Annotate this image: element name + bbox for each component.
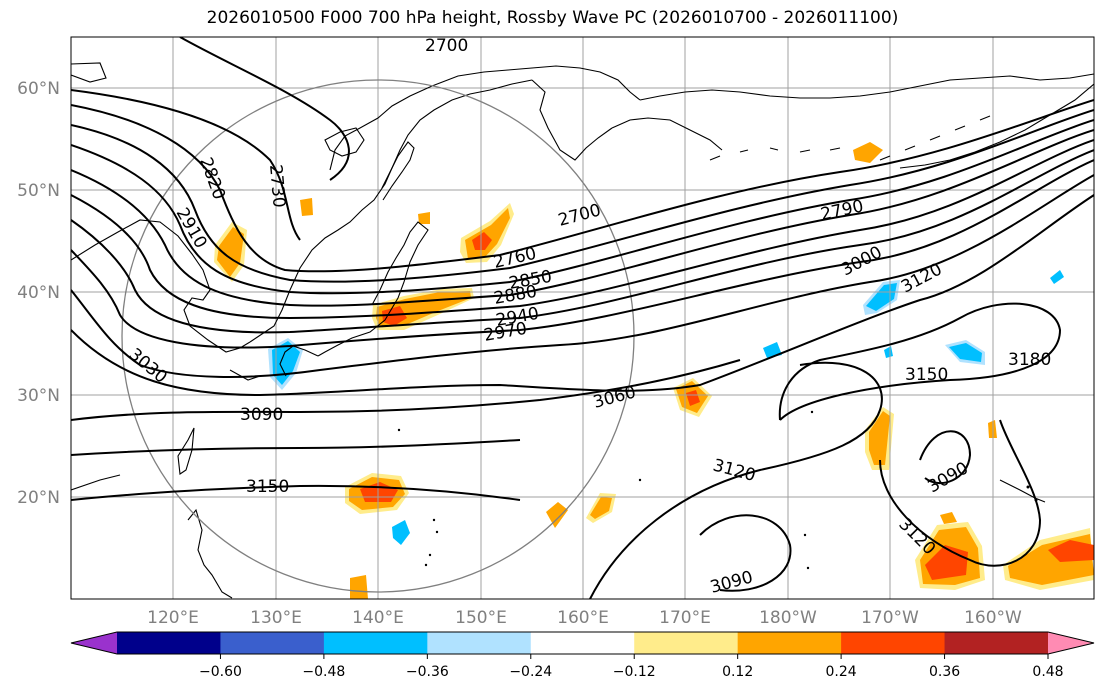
coastlines bbox=[71, 62, 1094, 599]
contour-label-3090-left: 3090 bbox=[240, 405, 283, 425]
contour-label-2700-top: 2700 bbox=[425, 36, 468, 56]
lon-label-160e: 160°E bbox=[557, 608, 609, 628]
colorbar-outline bbox=[70, 631, 1095, 655]
lat-label-30n: 30°N bbox=[17, 386, 60, 406]
island-dots bbox=[397, 410, 1038, 570]
colorbar-segment bbox=[530, 632, 635, 654]
colorbar-tick-label: 0.24 bbox=[826, 664, 857, 680]
shaded-anomalies bbox=[214, 142, 1094, 599]
lat-label-40n: 40°N bbox=[17, 283, 60, 303]
lat-label-50n: 50°N bbox=[17, 181, 60, 201]
longitude-labels: 120°E 130°E 140°E 150°E 160°E 170°E 180°… bbox=[147, 608, 1022, 628]
lon-label-120e: 120°E bbox=[147, 608, 199, 628]
colorbar-tick-label: −0.12 bbox=[613, 664, 656, 680]
lon-label-140e: 140°E bbox=[352, 608, 404, 628]
colorbar-tick-label: −0.24 bbox=[509, 664, 552, 680]
lon-label-160w: 160°W bbox=[964, 608, 1022, 628]
lon-label-130e: 130°E bbox=[250, 608, 302, 628]
lat-label-20n: 20°N bbox=[17, 488, 60, 508]
colorbar-tick-label: 0.48 bbox=[1032, 664, 1063, 680]
colorbar-tick-label: 0.12 bbox=[722, 664, 753, 680]
colorbar-arrow-high bbox=[1048, 632, 1094, 654]
colorbar-tick-label: 0.36 bbox=[929, 664, 960, 680]
height-contours bbox=[71, 37, 1094, 599]
lon-label-170w: 170°W bbox=[861, 608, 919, 628]
contour-label-3150-left: 3150 bbox=[246, 477, 289, 497]
colorbar-tick-label: −0.60 bbox=[199, 664, 242, 680]
colorbar-tick-label: −0.48 bbox=[302, 664, 345, 680]
colorbar-segment bbox=[634, 632, 739, 654]
contour-label-3180: 3180 bbox=[1008, 350, 1051, 370]
colorbar-segment bbox=[841, 632, 946, 654]
contour-label-2730: 2730 bbox=[265, 164, 289, 209]
colorbar-arrow-low bbox=[71, 632, 117, 654]
colorbar-segment bbox=[220, 632, 325, 654]
lon-label-150e: 150°E bbox=[455, 608, 507, 628]
colorbar: −0.60 −0.48 −0.36 −0.24 −0.12 0.12 0.24 0.36 0.4… bbox=[70, 631, 1095, 680]
contour-label-3150-right: 3150 bbox=[905, 365, 948, 385]
map-frame bbox=[70, 36, 1095, 600]
lon-label-170e: 170°E bbox=[659, 608, 711, 628]
lon-label-180w: 180°W bbox=[759, 608, 817, 628]
colorbar-segment bbox=[427, 632, 532, 654]
map-title: 2026010500 F000 700 hPa height, Rossby W… bbox=[206, 8, 899, 28]
lat-label-60n: 60°N bbox=[17, 79, 60, 99]
colorbar-segment bbox=[323, 632, 428, 654]
colorbar-segment bbox=[737, 632, 842, 654]
colorbar-segment bbox=[117, 632, 221, 654]
colorbar-tick-label: −0.36 bbox=[406, 664, 449, 680]
latitude-labels: 20°N 30°N 40°N 50°N 60°N bbox=[17, 79, 60, 508]
colorbar-segment bbox=[944, 632, 1049, 654]
